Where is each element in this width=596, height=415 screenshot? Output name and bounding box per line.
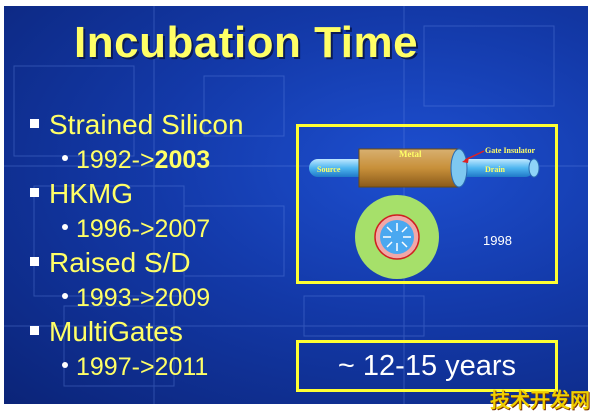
wire-end-cap	[528, 158, 540, 178]
field-arrows-icon	[383, 223, 411, 251]
gate-insulator-label: Gate Insulator	[485, 146, 535, 155]
years-callout: ~ 12-15 years	[296, 340, 558, 392]
sub-bullet-raised-sd: 1993->2009	[62, 284, 210, 313]
bullet-list: Strained Silicon 1992->2003 HKMG 1996->2…	[4, 6, 304, 404]
metal-label: Metal	[399, 149, 422, 159]
slide: Incubation Time Strained Silicon 1992->2…	[4, 6, 588, 404]
dot-bullet-icon	[62, 293, 68, 300]
bullet-raised-sd: Raised S/D	[30, 247, 191, 279]
square-bullet-icon	[30, 326, 39, 336]
bullet-label: HKMG	[49, 178, 133, 209]
bullet-hkmg: HKMG	[30, 178, 133, 210]
bullet-label: MultiGates	[49, 316, 183, 347]
source-label: Source	[317, 165, 341, 174]
nanowire-transistor-diagram: Metal Gate Insulator Source Drain 1998	[309, 146, 540, 279]
gate-end-cap	[450, 148, 468, 188]
watermark: 技术开发网	[490, 388, 590, 412]
transistor-diagram-box: Metal Gate Insulator Source Drain 1998	[296, 124, 558, 284]
drain-label: Drain	[485, 165, 506, 174]
slide-title: Incubation Time	[74, 18, 419, 67]
bullet-label: Raised S/D	[49, 247, 191, 278]
sub-bullet-text: 1997->2011	[76, 353, 209, 381]
sub-bullet-multigates: 1997->2011	[62, 353, 208, 382]
square-bullet-icon	[30, 257, 39, 267]
diagram-year-label: 1998	[483, 233, 512, 248]
bullet-label: Strained Silicon	[49, 109, 244, 140]
bullet-strained-silicon: Strained Silicon	[30, 109, 244, 141]
sub-bullet-hkmg: 1996->2007	[62, 215, 210, 244]
sub-bullet-text: 1992->	[76, 146, 155, 174]
sub-bullet-text: 1993->2009	[76, 284, 211, 312]
square-bullet-icon	[30, 188, 39, 198]
sub-bullet-text: 1996->2007	[76, 215, 211, 243]
square-bullet-icon	[30, 119, 39, 129]
arrow-head-icon	[462, 157, 469, 163]
dot-bullet-icon	[62, 224, 68, 231]
sub-bullet-strained-silicon: 1992->2003	[62, 146, 210, 175]
dot-bullet-icon	[62, 362, 68, 369]
dot-bullet-icon	[62, 155, 68, 162]
bullet-multigates: MultiGates	[30, 316, 183, 348]
sub-bullet-highlight: 2003	[154, 146, 211, 174]
